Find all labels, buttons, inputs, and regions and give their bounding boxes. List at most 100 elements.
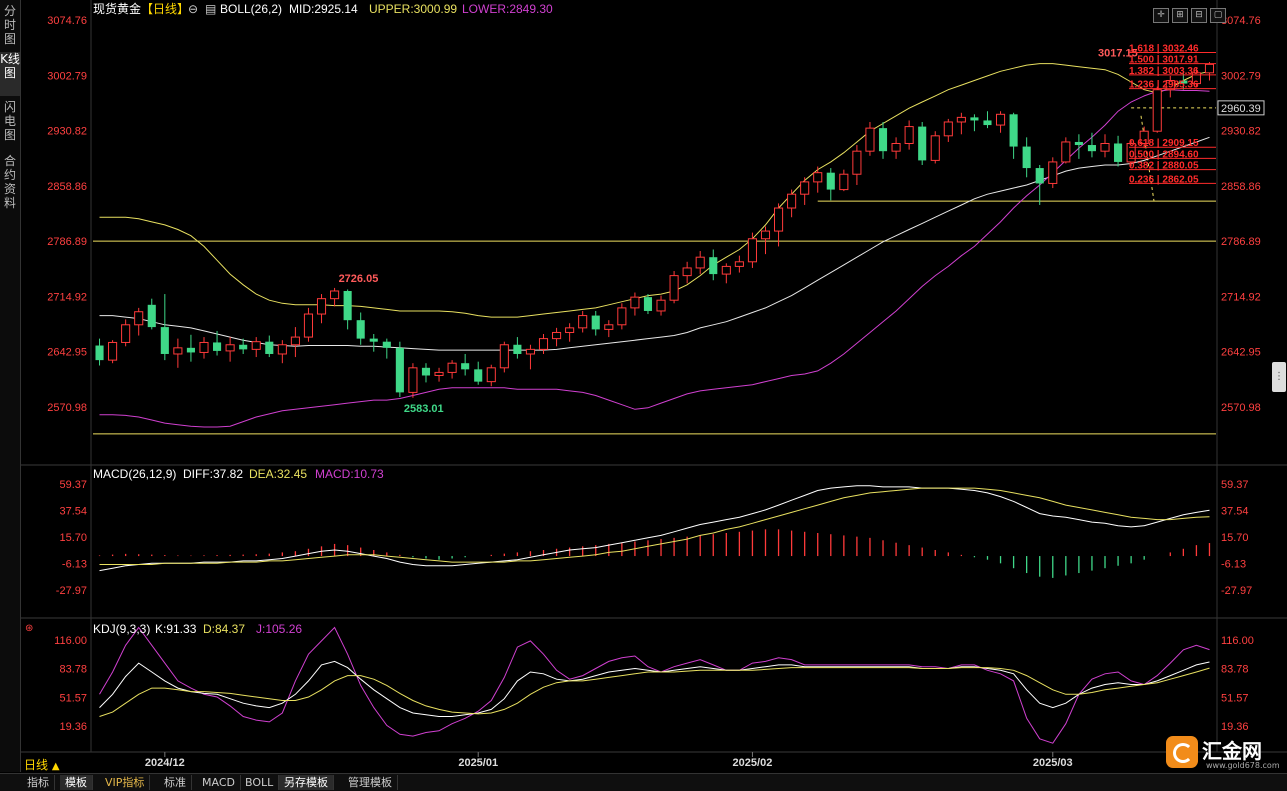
side-tab-contract-info[interactable]: 合约资料 — [3, 154, 16, 210]
macd-header-macd: MACD:10.73 — [315, 467, 384, 481]
price-tag-text: 2960.39 — [1221, 103, 1261, 115]
price-axis-right-label: 2786.89 — [1221, 236, 1261, 248]
price-axis-left-label: 3074.76 — [47, 15, 87, 27]
candle-body-down — [1114, 143, 1123, 162]
macd-axis-right-label: 59.37 — [1221, 479, 1249, 491]
candle-body-down — [395, 347, 404, 393]
tab-boll[interactable]: BOLL — [240, 775, 280, 790]
zoom-in-icon[interactable]: ⊞ — [1172, 8, 1188, 23]
kdj-axis-left-label: 51.57 — [59, 692, 87, 704]
candle-body-down — [1035, 168, 1044, 184]
candle-body-up — [108, 341, 118, 361]
maximize-icon[interactable]: ▢ — [1210, 8, 1226, 23]
macd-header-diff: DIFF:37.82 — [183, 467, 243, 481]
candle-body-up — [839, 173, 849, 191]
candle-body-up — [316, 298, 327, 315]
kdj-header-k: K:91.33 — [155, 622, 197, 636]
time-axis-label: 2024/12 — [145, 757, 185, 769]
price-axis-left-label: 2570.98 — [47, 402, 87, 414]
kdj-axis-left-label: 116.00 — [54, 635, 87, 647]
side-tab-kline[interactable]: K线图 — [0, 52, 20, 96]
boll-upper-line — [99, 63, 1210, 318]
tab-template[interactable]: 模板 — [60, 775, 93, 790]
side-tab-bar: 分时图 K线图 闪电图 合约资料 — [0, 0, 21, 772]
candle-body-down — [160, 327, 169, 354]
fib-lower-label: 0.500 | 2894.60 — [1129, 149, 1199, 160]
main-header-indicator: BOLL(26,2) — [220, 2, 282, 16]
side-panel-toggle[interactable]: ⋮ — [1272, 362, 1286, 392]
tab-macd[interactable]: MACD — [197, 775, 241, 790]
candle-body-up — [1061, 141, 1071, 163]
logo-name: 汇金网 — [1202, 739, 1262, 763]
candle-body-down — [213, 342, 222, 351]
time-axis-label: 2025/02 — [733, 757, 773, 769]
tab-indicator[interactable]: 指标 — [22, 775, 55, 790]
candle-body-down — [382, 341, 391, 348]
macd-axis-left-label: -6.13 — [62, 558, 87, 570]
candle-body-up — [499, 344, 509, 369]
price-axis-right-label: 2642.95 — [1221, 347, 1261, 359]
price-axis-right-label: 3002.79 — [1221, 70, 1261, 82]
candle-body-up — [721, 265, 731, 275]
candle-body-down — [1022, 146, 1031, 169]
zoom-out-icon[interactable]: ⊟ — [1191, 8, 1207, 23]
candle-body-up — [956, 116, 966, 123]
chart-canvas[interactable]: 3074.76 3074.76 3002.79 3002.79 2930.82 2930.… — [21, 0, 1287, 772]
candle-body-up — [760, 230, 771, 240]
kdj-axis-left-label: 83.78 — [59, 664, 87, 676]
main-header-symbol: 现货黄金 — [93, 1, 141, 16]
candle-body-up — [734, 261, 744, 267]
candle-body-up — [930, 135, 940, 161]
candle-body-down — [343, 290, 352, 321]
candle-body-down — [918, 126, 927, 161]
candle-body-down — [513, 344, 522, 354]
kdj-axis-right-label: 83.78 — [1221, 664, 1249, 676]
candle-body-up — [447, 362, 457, 373]
tab-manage-template[interactable]: 管理模板 — [343, 775, 398, 790]
candle-body-down — [643, 297, 653, 311]
candle-body-up — [891, 142, 901, 152]
price-axis-left-label: 2714.92 — [47, 291, 87, 303]
time-axis-label: 2025/01 — [458, 757, 498, 769]
candle-body-up — [800, 181, 810, 195]
candle-body-up — [995, 113, 1006, 126]
period-selector[interactable]: 日线 ▲ — [24, 756, 60, 773]
price-axis-left-label: 2642.95 — [47, 347, 87, 359]
fib-lower-label: 0.236 | 2862.05 — [1129, 174, 1199, 185]
candle-body-down — [356, 320, 365, 339]
time-axis-label: 2025/03 — [1033, 757, 1073, 769]
tab-save-template[interactable]: 另存模板 — [279, 775, 334, 790]
price-axis-left-label: 2786.89 — [47, 236, 87, 248]
crosshair-icon[interactable]: ✛ — [1153, 8, 1169, 23]
candle-body-up — [565, 327, 575, 333]
price-axis-right-label: 2570.98 — [1221, 402, 1261, 414]
candle-body-down — [709, 257, 718, 275]
candle-body-down — [186, 347, 195, 353]
candle-body-up — [486, 367, 496, 383]
candle-body-up — [604, 324, 614, 330]
settings-icon: ⊖ — [188, 2, 198, 16]
main-header-period: 【日线】 — [141, 2, 189, 16]
candle-body-up — [121, 324, 131, 343]
kdj-axis-right-label: 116.00 — [1221, 635, 1254, 647]
kdj-header-name: KDJ(9,3,3) — [93, 622, 150, 636]
candle-body-up — [173, 347, 183, 355]
candle-body-up — [1165, 80, 1175, 91]
kdj-header-j: J:105.26 — [256, 622, 302, 636]
macd-dea-line — [99, 487, 1210, 565]
price-axis-left-label: 2858.86 — [47, 181, 87, 193]
candle-body-down — [461, 363, 470, 370]
side-tab-lightning[interactable]: 闪电图 — [3, 100, 16, 142]
side-tab-timeshare[interactable]: 分时图 — [3, 4, 16, 46]
period-label: 日线 — [24, 758, 49, 772]
tab-standard[interactable]: 标准 — [159, 775, 192, 790]
candle-body-up — [538, 338, 549, 350]
low-label: 2583.01 — [404, 403, 444, 415]
window-toolbar: ✛ ⊞ ⊟ ▢ — [1150, 2, 1226, 23]
candle-body-up — [1204, 63, 1215, 74]
kdj-k-line — [99, 660, 1210, 717]
fib-upper-label: 1.236 | 2985.36 — [1129, 80, 1199, 91]
price-axis-left-label: 3002.79 — [47, 70, 87, 82]
tab-vip-indicator[interactable]: VIP指标 — [100, 775, 151, 790]
kdj-axis-right-label: 19.36 — [1221, 721, 1249, 733]
